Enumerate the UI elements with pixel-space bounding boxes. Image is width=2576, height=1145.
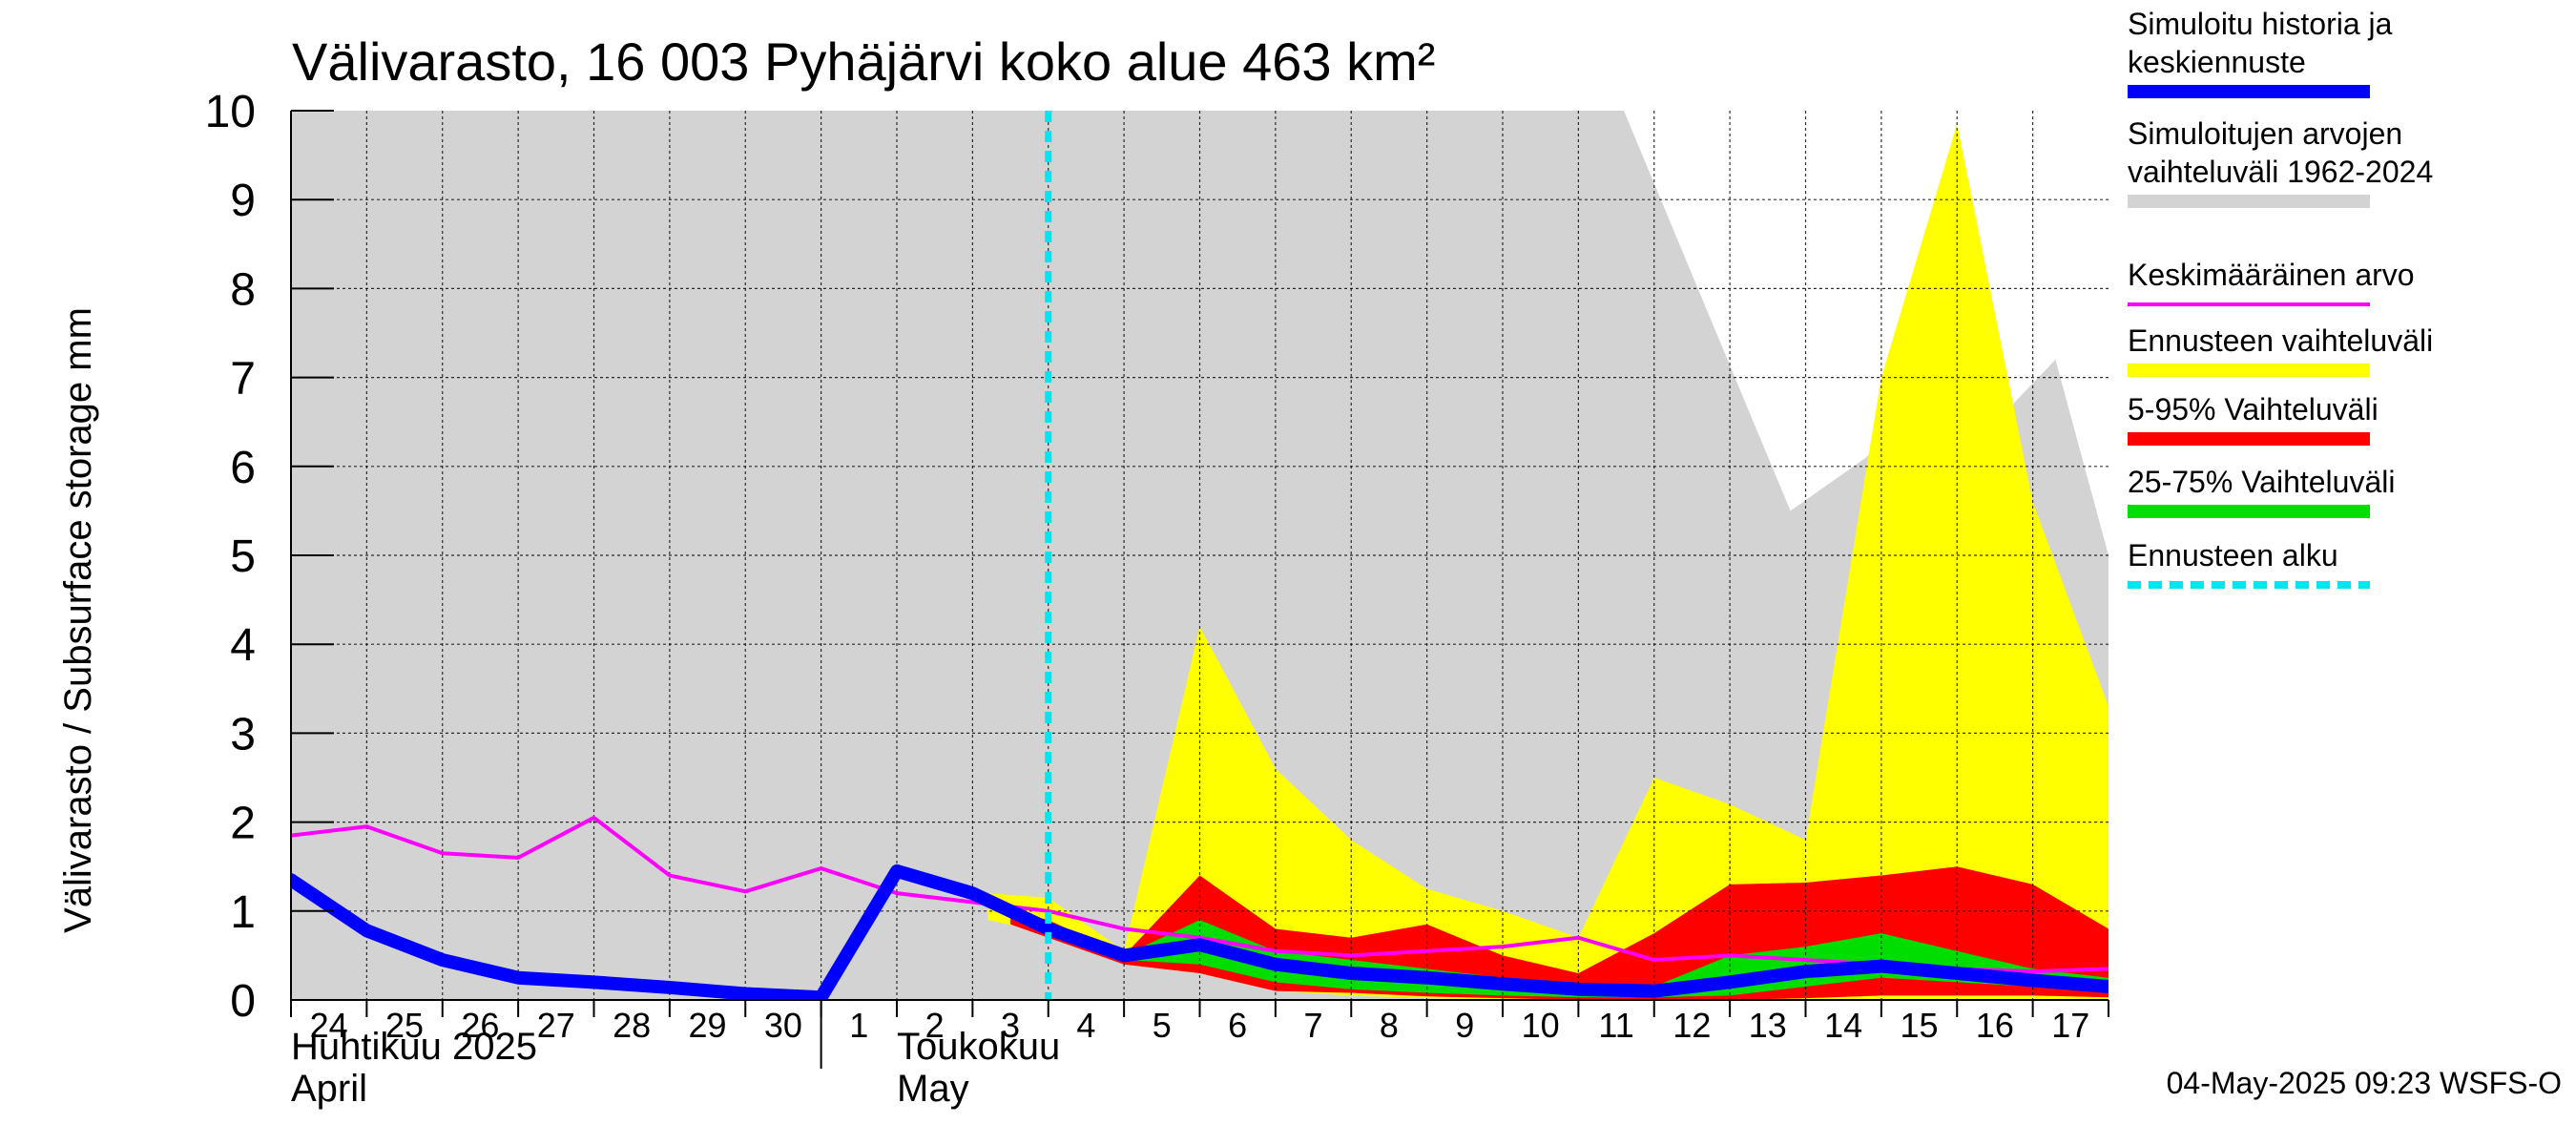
x-tick-label: 11 — [1598, 1006, 1633, 1045]
legend-label: Keskimääräinen arvo — [2128, 258, 2415, 292]
x-tick-label: 14 — [1824, 1006, 1862, 1045]
month-label: Toukokuu — [897, 1026, 1060, 1068]
legend-item: 5-95% Vaihteluväli — [2128, 392, 2379, 446]
x-tick-label: 9 — [1455, 1006, 1474, 1045]
x-tick-label: 29 — [689, 1006, 727, 1045]
x-tick-label: 25 — [385, 1006, 424, 1045]
footer-timestamp: 04-May-2025 09:23 WSFS-O — [2167, 1066, 2562, 1100]
x-tick-label: 26 — [461, 1006, 499, 1045]
legend: Simuloitu historia jakeskiennusteSimuloi… — [2128, 7, 2433, 589]
x-tick-label: 6 — [1228, 1006, 1247, 1045]
y-tick-label: 9 — [230, 176, 256, 226]
y-tick-label: 7 — [230, 354, 256, 405]
x-tick-label: 7 — [1304, 1006, 1323, 1045]
line-mean-value — [291, 815, 2109, 974]
x-tick-label: 1 — [849, 1006, 868, 1045]
y-tick-label: 0 — [230, 976, 256, 1027]
band-1 — [987, 123, 2109, 1000]
legend-label: Simuloitujen arvojen — [2128, 116, 2402, 151]
y-axis: 0 1 2 3 4 5 6 7 8 9 10 — [205, 87, 334, 1027]
x-tick-label: 2 — [925, 1006, 945, 1045]
y-tick-label: 6 — [230, 443, 256, 493]
x-tick-label: 12 — [1672, 1006, 1711, 1045]
legend-label: Simuloitu historia ja — [2128, 7, 2393, 41]
y-tick-label: 8 — [230, 264, 256, 315]
x-tick-label: 28 — [613, 1006, 651, 1045]
y-axis-label: Välivarasto / Subsurface storage mm — [57, 307, 99, 933]
legend-label: Ennusteen vaihteluväli — [2128, 323, 2433, 358]
month-label-english: May — [897, 1068, 969, 1110]
legend-item: Keskimääräinen arvo — [2128, 258, 2415, 306]
y-tick-label: 3 — [230, 709, 256, 760]
y-tick-label: 5 — [230, 531, 256, 582]
x-axis: 24 25 26 27 28 29 30 1 2 3 4 5 6 7 8 9 10 11 12 13 14 15 16 17H… — [290, 1000, 2109, 1110]
legend-item: Ennusteen vaihteluväli — [2128, 323, 2433, 377]
plot-area — [290, 111, 2109, 1001]
x-tick-label: 5 — [1153, 1006, 1172, 1045]
legend-item: 25-75% Vaihteluväli — [2128, 465, 2395, 518]
x-tick-label: 24 — [310, 1006, 348, 1045]
x-tick-label: 15 — [1901, 1006, 1939, 1045]
legend-item: Ennusteen alku — [2128, 538, 2370, 589]
y-tick-label: 2 — [230, 799, 256, 849]
month-label: Huhtikuu 2025 — [291, 1026, 537, 1068]
x-tick-label: 17 — [2051, 1006, 2089, 1045]
line-simulated-history — [291, 864, 2109, 1000]
band-3 — [1048, 920, 2109, 998]
x-tick-label: 13 — [1749, 1006, 1787, 1045]
x-tick-label: 4 — [1076, 1006, 1095, 1045]
legend-item: Simuloitu historia ja keskiennuste — [2128, 7, 2393, 98]
x-tick-label: 30 — [764, 1006, 802, 1045]
legend-label: 5-95% Vaihteluväli — [2128, 392, 2379, 427]
legend-item: Simuloitujen arvojen vaihteluväli 1962-20… — [2128, 116, 2433, 208]
plot-inner — [291, 111, 2109, 1000]
legend-label: Ennusteen alku — [2128, 538, 2338, 572]
legend-label: vaihteluväli 1962-2024 — [2128, 155, 2433, 189]
chart-title: Välivarasto, 16 003 Pyhäjärvi koko alue … — [292, 31, 1435, 92]
x-tick-label: 3 — [1001, 1006, 1020, 1045]
x-tick-label: 8 — [1380, 1006, 1399, 1045]
month-label-english: April — [291, 1068, 367, 1110]
y-tick-label: 4 — [230, 620, 256, 671]
x-tick-label: 10 — [1522, 1006, 1560, 1045]
y-tick-label: 1 — [230, 887, 256, 938]
y-tick-label: 10 — [205, 87, 256, 137]
x-tick-label: 16 — [1976, 1006, 2014, 1045]
x-tick-label: 27 — [537, 1006, 575, 1045]
legend-label: keskiennuste — [2128, 45, 2306, 79]
legend-label: 25-75% Vaihteluväli — [2128, 465, 2395, 499]
